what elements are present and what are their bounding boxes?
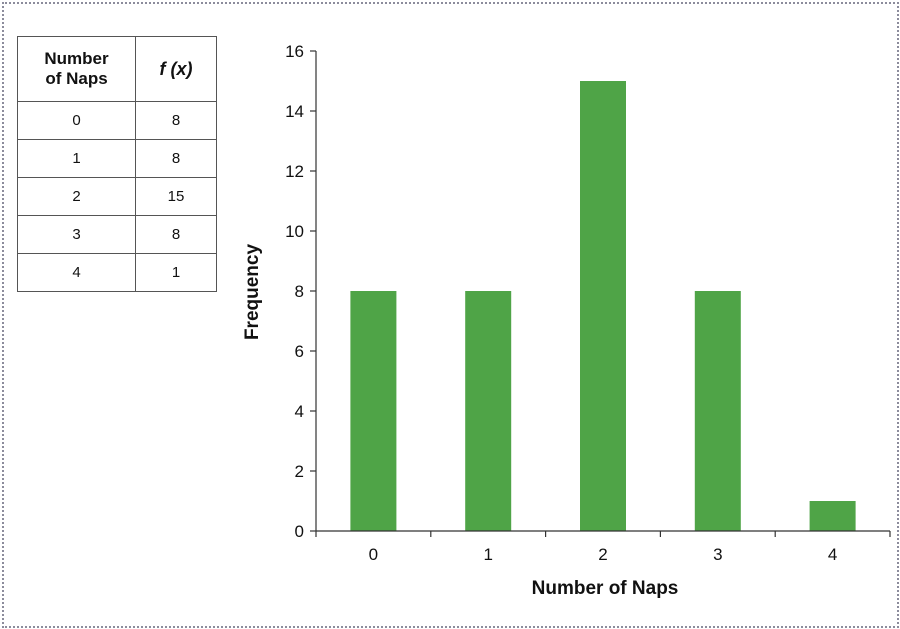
table-cell-naps: 2 [17, 177, 136, 216]
frequency-table: Number of Naps f (x) 0 8 1 8 2 15 3 8 4 … [17, 36, 217, 292]
table-row: 1 8 [17, 139, 217, 178]
bar-4 [809, 501, 856, 531]
y-tick-label: 6 [295, 342, 304, 361]
header-number-of-naps-line1: Number [44, 49, 109, 68]
bar-3 [694, 291, 741, 531]
y-tick-label: 0 [295, 522, 304, 541]
y-tick-label: 10 [285, 222, 304, 241]
bar-0 [350, 291, 397, 531]
y-tick-label: 2 [295, 462, 304, 481]
x-tick-label: 1 [483, 545, 492, 564]
y-tick-label: 8 [295, 282, 304, 301]
x-tick-label: 3 [713, 545, 722, 564]
x-tick-label: 2 [598, 545, 607, 564]
y-tick-label: 16 [285, 42, 304, 61]
bar-1 [465, 291, 512, 531]
x-axis-label: Number of Naps [532, 578, 679, 599]
x-tick-label: 0 [369, 545, 378, 564]
table-row: 0 8 [17, 101, 217, 140]
table-cell-frequency: 8 [135, 215, 217, 254]
header-number-of-naps-line2: of Naps [45, 69, 108, 88]
header-number-of-naps: Number of Naps [17, 36, 136, 102]
table-header-row: Number of Naps f (x) [17, 36, 217, 102]
header-frequency-fx: f (x) [135, 36, 217, 102]
table-row: 2 15 [17, 177, 217, 216]
table-row: 4 1 [17, 253, 217, 292]
bar-2 [580, 81, 626, 531]
y-tick-label: 4 [295, 402, 304, 421]
y-tick-label: 14 [285, 102, 304, 121]
table-cell-frequency: 8 [135, 101, 217, 140]
y-tick-label: 12 [285, 162, 304, 181]
table-cell-naps: 1 [17, 139, 136, 178]
bars-group [350, 81, 856, 531]
y-axis-label: Frequency [242, 244, 263, 341]
table-cell-frequency: 8 [135, 139, 217, 178]
table-row: 3 8 [17, 215, 217, 254]
table-cell-naps: 4 [17, 253, 136, 292]
table-cell-naps: 0 [17, 101, 136, 140]
table-cell-frequency: 1 [135, 253, 217, 292]
x-tick-label: 4 [828, 545, 837, 564]
